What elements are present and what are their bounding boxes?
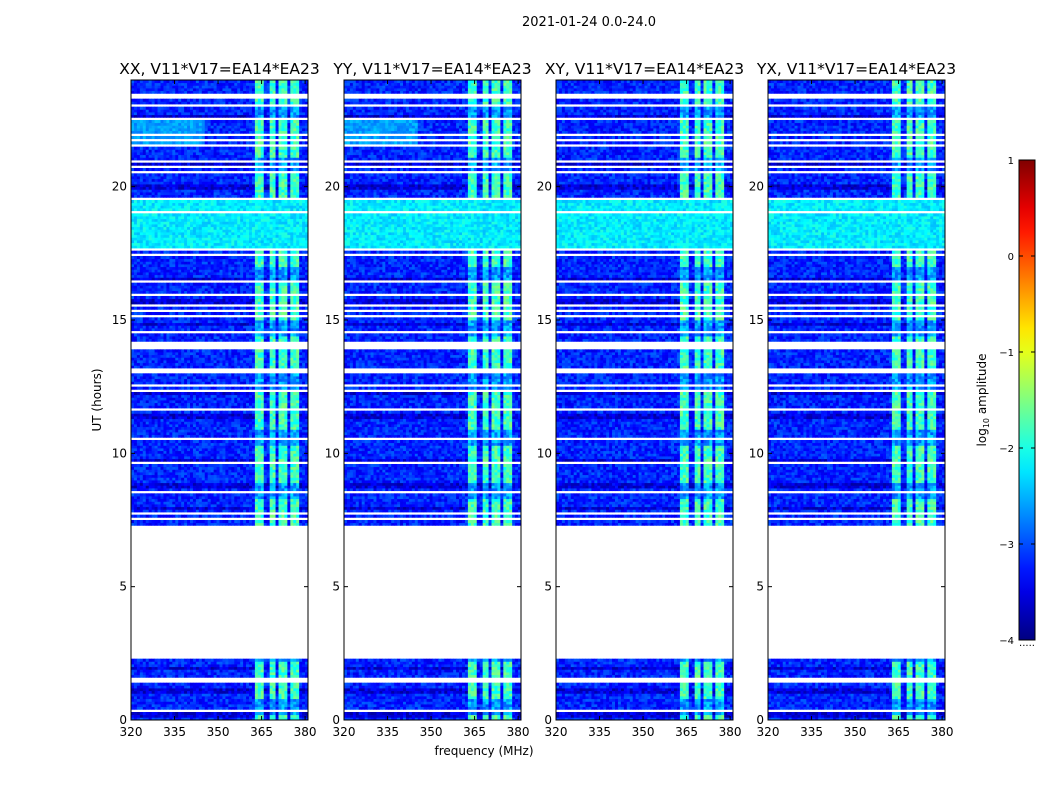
y-tick-label: 20 (537, 180, 552, 194)
panel-title: YX, V11*V17=EA14*EA23 (756, 60, 956, 78)
spectrogram-image (344, 80, 521, 720)
spectrogram-image (768, 80, 945, 720)
colorbar-tick-label: −4 (999, 636, 1014, 647)
x-tick-label: 335 (163, 725, 186, 739)
x-tick-label: 380 (294, 725, 317, 739)
x-tick-label: 320 (757, 725, 780, 739)
panel-xy: XY, V11*V17=EA14*EA23 320 335 350 365 380 0 5 10… (537, 60, 744, 739)
y-tick-label: 15 (112, 313, 127, 327)
y-axis-label: UT (hours) (90, 368, 104, 431)
plot-frame (343, 79, 522, 721)
y-tick-label: 5 (544, 580, 552, 594)
colorbar-tick-label: −2 (999, 444, 1014, 455)
panel-yx: YX, V11*V17=EA14*EA23 320 335 350 365 380 0 5 10… (749, 60, 956, 739)
panel-yy: YY, V11*V17=EA14*EA23 320 335 350 365 380 0 5 10… (325, 60, 532, 739)
y-tick-label: 15 (325, 313, 340, 327)
x-tick-label: 365 (675, 725, 698, 739)
colorbar-tick-label: 1 (1008, 156, 1014, 167)
x-tick-label: 380 (719, 725, 742, 739)
x-tick-label: 335 (588, 725, 611, 739)
colorbar-tick-label: −3 (999, 540, 1014, 551)
y-tick-label: 15 (749, 313, 764, 327)
figure-suptitle: 2021-01-24 0.0-24.0 (522, 15, 656, 30)
colorbar: −4 −3 −2 −1 0 1..... log10 amplitude (975, 156, 1036, 649)
panel-title: XX, V11*V17=EA14*EA23 (119, 60, 319, 78)
y-tick-label: 15 (537, 313, 552, 327)
x-tick-label: 320 (333, 725, 356, 739)
x-tick-label: 350 (420, 725, 443, 739)
y-tick-label: 10 (749, 446, 764, 460)
x-tick-label: 365 (250, 725, 273, 739)
spectrogram-image (556, 80, 733, 720)
x-tick-label: 335 (800, 725, 823, 739)
x-tick-label: 350 (844, 725, 867, 739)
panel-title: YY, V11*V17=EA14*EA23 (332, 60, 531, 78)
y-tick-label: 10 (537, 446, 552, 460)
y-tick-label: 0 (756, 713, 764, 727)
y-tick-label: 10 (325, 446, 340, 460)
y-tick-label: 5 (756, 580, 764, 594)
y-tick-label: 20 (112, 180, 127, 194)
plot-frame (767, 79, 946, 721)
spectrogram-panels: XX, V11*V17=EA14*EA23 320 335 350 365 380 0 5 10… (112, 60, 956, 739)
panel-xx: XX, V11*V17=EA14*EA23 320 335 350 365 380 0 5 10… (112, 60, 320, 739)
x-tick-label: 365 (887, 725, 910, 739)
colorbar-label-log: log (975, 428, 989, 446)
colorbar-extra-dots: ..... (1019, 638, 1035, 649)
y-tick-label: 5 (332, 580, 340, 594)
colorbar-label: log10 amplitude (975, 354, 991, 447)
colorbar-tick-label: −1 (999, 348, 1014, 359)
x-tick-label: 320 (120, 725, 143, 739)
y-tick-label: 0 (332, 713, 340, 727)
y-tick-label: 0 (544, 713, 552, 727)
plot-frame (130, 79, 309, 721)
panel-title: XY, V11*V17=EA14*EA23 (545, 60, 744, 78)
x-tick-label: 320 (545, 725, 568, 739)
y-tick-label: 10 (112, 446, 127, 460)
x-tick-label: 380 (507, 725, 530, 739)
spectrogram-image (131, 80, 308, 720)
x-tick-label: 350 (632, 725, 655, 739)
colorbar-label-subscript: 10 (982, 418, 991, 428)
y-tick-label: 5 (119, 580, 127, 594)
y-tick-label: 20 (749, 180, 764, 194)
plot-frame (555, 79, 734, 721)
x-tick-label: 380 (931, 725, 954, 739)
x-tick-label: 365 (463, 725, 486, 739)
x-tick-label: 335 (376, 725, 399, 739)
y-tick-label: 0 (119, 713, 127, 727)
colorbar-tick-label: 0 (1008, 252, 1014, 263)
colorbar-gradient (1018, 159, 1036, 641)
colorbar-label-suffix: amplitude (975, 354, 989, 418)
x-tick-label: 350 (207, 725, 230, 739)
y-tick-label: 20 (325, 180, 340, 194)
x-axis-label: frequency (MHz) (434, 744, 533, 758)
